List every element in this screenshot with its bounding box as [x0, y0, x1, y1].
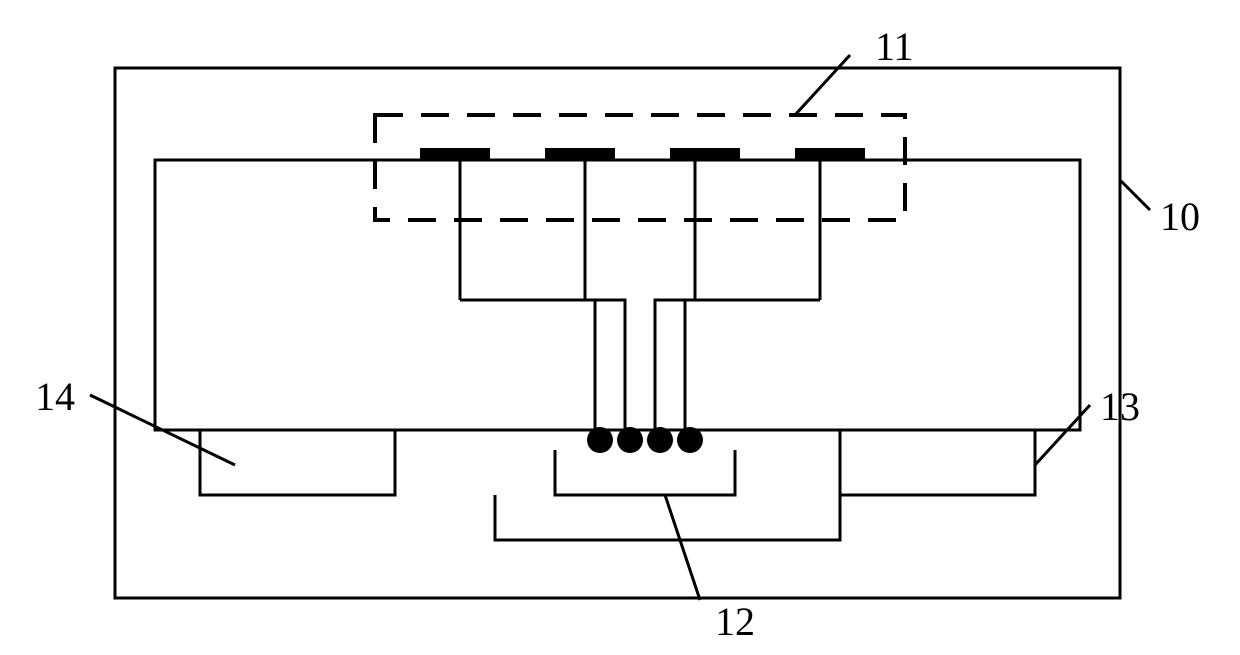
bump-0 — [587, 427, 613, 453]
pad-0 — [420, 148, 490, 160]
label-11: 11 — [875, 24, 914, 69]
pad-2 — [670, 148, 740, 160]
bump-3 — [677, 427, 703, 453]
label-14: 14 — [35, 374, 75, 419]
label-13: 13 — [1100, 384, 1140, 429]
pad-3 — [795, 148, 865, 160]
bump-1 — [617, 427, 643, 453]
bump-2 — [647, 427, 673, 453]
pad-1 — [545, 148, 615, 160]
label-10: 10 — [1160, 194, 1200, 239]
label-12: 12 — [715, 599, 755, 644]
